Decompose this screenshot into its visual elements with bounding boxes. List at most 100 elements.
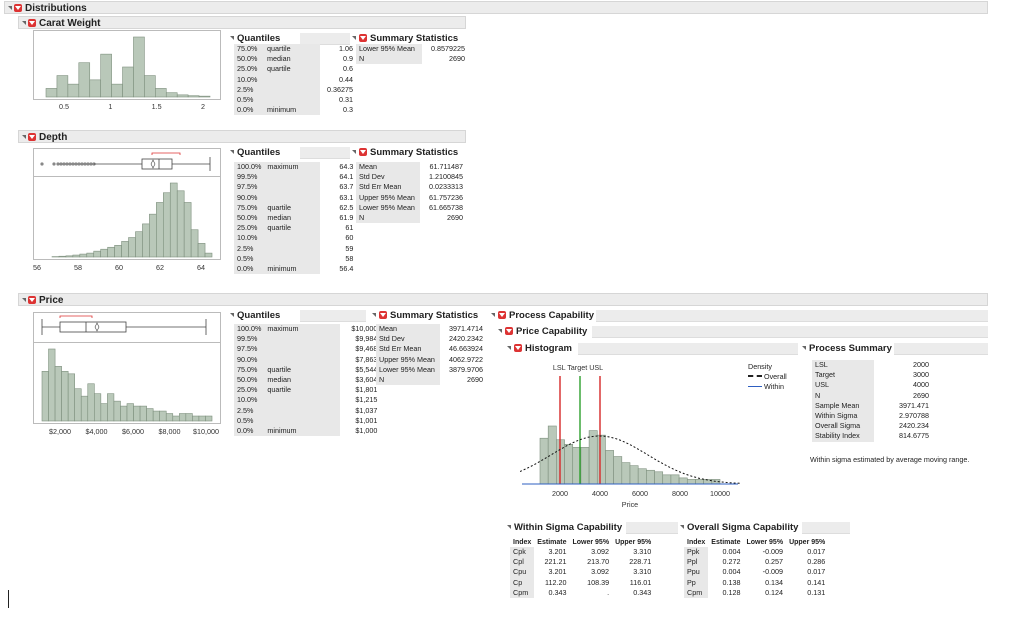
table-cell: Lower 95% Mean xyxy=(356,202,420,214)
table-row: 50.0% median 0.9 xyxy=(234,54,356,65)
carat-bar-0 xyxy=(45,88,58,98)
table-cell: 0.0% xyxy=(234,426,265,437)
table-cell: Pp xyxy=(684,577,709,588)
disclosure-icon[interactable] xyxy=(352,150,356,154)
table-row: Cp 112.20 108.39 116.01 xyxy=(510,577,654,588)
depth-header[interactable]: Depth xyxy=(18,130,466,143)
table-row: 0.0% minimum 56.4 xyxy=(234,264,356,275)
red-triangle-menu-icon[interactable] xyxy=(359,34,367,42)
table-cell: quartile xyxy=(264,64,320,75)
table-cell: 4000 xyxy=(913,380,929,390)
table-cell: 2420.234 xyxy=(899,421,929,431)
disclosure-icon[interactable] xyxy=(22,21,26,25)
depth-summary-header[interactable]: Summary Statistics xyxy=(352,147,458,158)
disclosure-icon[interactable] xyxy=(491,313,495,317)
red-triangle-menu-icon[interactable] xyxy=(359,148,367,156)
table-cell: 2.5% xyxy=(234,243,265,254)
table-row: Overall Sigma 2420.234 xyxy=(812,421,932,432)
table-cell: 0.286 xyxy=(807,557,826,567)
disclosure-icon[interactable] xyxy=(230,313,234,317)
table-row: Mean 3971.4714 xyxy=(376,324,486,335)
price-header[interactable]: Price xyxy=(18,293,988,306)
disclosure-icon[interactable] xyxy=(8,6,12,10)
histogram-header[interactable]: Histogram xyxy=(507,343,572,354)
capability-bar-11 xyxy=(629,465,639,485)
table-cell: 64.3 xyxy=(339,162,354,171)
price-bar-3 xyxy=(61,371,69,422)
disclosure-icon[interactable] xyxy=(352,36,356,40)
distributions-header[interactable]: Distributions xyxy=(4,1,988,14)
disclosure-icon[interactable] xyxy=(802,346,806,350)
price-boxplot-frame xyxy=(33,312,221,343)
disclosure-icon[interactable] xyxy=(22,298,26,302)
column-header: Lower 95% xyxy=(746,538,784,546)
price-capability-header[interactable]: Price Capability xyxy=(498,326,587,337)
table-cell: 25.0% xyxy=(234,64,264,75)
table-cell: 0.134 xyxy=(765,577,784,587)
table-cell: 0.017 xyxy=(807,567,826,577)
disclosure-icon[interactable] xyxy=(230,150,234,154)
table-cell: 0.9 xyxy=(343,54,353,64)
red-triangle-menu-icon[interactable] xyxy=(28,133,36,141)
disclosure-icon[interactable] xyxy=(22,135,26,139)
table-cell: 3.201 xyxy=(548,567,567,577)
process-capability-header[interactable]: Process Capability xyxy=(491,310,594,321)
disclosure-icon[interactable] xyxy=(507,525,511,529)
disclosure-icon[interactable] xyxy=(230,36,234,40)
carat-weight-header[interactable]: Carat Weight xyxy=(18,16,466,29)
table-row: 100.0% maximum 64.3 xyxy=(234,162,356,173)
table-cell: Cpk xyxy=(510,547,535,558)
table-row: N 2690 xyxy=(356,213,466,224)
red-triangle-menu-icon[interactable] xyxy=(28,19,36,27)
within-sigma-header[interactable]: Within Sigma Capability xyxy=(507,522,622,533)
red-triangle-menu-icon[interactable] xyxy=(505,327,513,335)
carat-histogram xyxy=(45,36,211,98)
disclosure-icon[interactable] xyxy=(372,313,376,317)
table-cell: 2000 xyxy=(913,360,929,369)
price-quantiles-header[interactable]: Quantiles xyxy=(230,310,280,321)
table-cell: 99.5% xyxy=(234,334,265,345)
red-triangle-menu-icon[interactable] xyxy=(14,4,22,12)
distributions-title: Distributions xyxy=(25,3,87,14)
table-cell: 0.5% xyxy=(234,95,264,106)
table-row: 2.5% 59 xyxy=(234,243,356,254)
price-capability-title: Price Capability xyxy=(516,326,588,337)
process-summary-header[interactable]: Process Summary xyxy=(802,343,892,354)
depth-bar-3 xyxy=(72,254,81,258)
disclosure-icon[interactable] xyxy=(680,525,684,529)
carat-summary-header[interactable]: Summary Statistics xyxy=(352,33,458,44)
table-row: Pp 0.138 0.134 0.141 xyxy=(684,577,828,588)
table-cell: $1,037 xyxy=(355,405,378,415)
table-cell: 61.665738 xyxy=(429,202,463,212)
table-row: 100.0% maximum $10,000 xyxy=(234,324,380,335)
price-summary-header[interactable]: Summary Statistics xyxy=(372,310,478,321)
carat-bar-1 xyxy=(56,75,69,98)
carat-weight-title: Carat Weight xyxy=(39,18,101,29)
table-cell: . xyxy=(607,587,610,597)
table-cell: 50.0% xyxy=(234,54,264,65)
disclosure-icon[interactable] xyxy=(498,329,502,333)
table-cell: Cpm xyxy=(684,587,709,599)
price-bar-8 xyxy=(94,393,102,422)
disclosure-icon[interactable] xyxy=(507,346,511,350)
depth-outlier-10 xyxy=(80,162,84,166)
depth-bar-2 xyxy=(65,255,74,258)
table-row: Lower 95% Mean 3879.9706 xyxy=(376,364,486,376)
red-triangle-menu-icon[interactable] xyxy=(28,296,36,304)
depth-bar-1 xyxy=(58,255,67,258)
table-cell: 75.0% xyxy=(234,202,265,214)
table-cell: 63.1 xyxy=(339,192,354,202)
carat-quantiles-header[interactable]: Quantiles xyxy=(230,33,280,44)
depth-quantiles-header[interactable]: Quantiles xyxy=(230,147,280,158)
table-cell xyxy=(264,74,320,85)
price-bar-1 xyxy=(48,348,56,422)
depth-box-plot xyxy=(40,152,211,171)
red-triangle-menu-icon[interactable] xyxy=(514,344,522,352)
table-cell: 50.0% xyxy=(234,375,265,386)
carat-histogram-frame xyxy=(33,30,221,100)
red-triangle-menu-icon[interactable] xyxy=(379,311,387,319)
red-triangle-menu-icon[interactable] xyxy=(498,311,506,319)
carat-bar-11 xyxy=(165,92,178,98)
overall-sigma-header[interactable]: Overall Sigma Capability xyxy=(680,522,798,533)
depth-outlier-9 xyxy=(77,162,81,166)
